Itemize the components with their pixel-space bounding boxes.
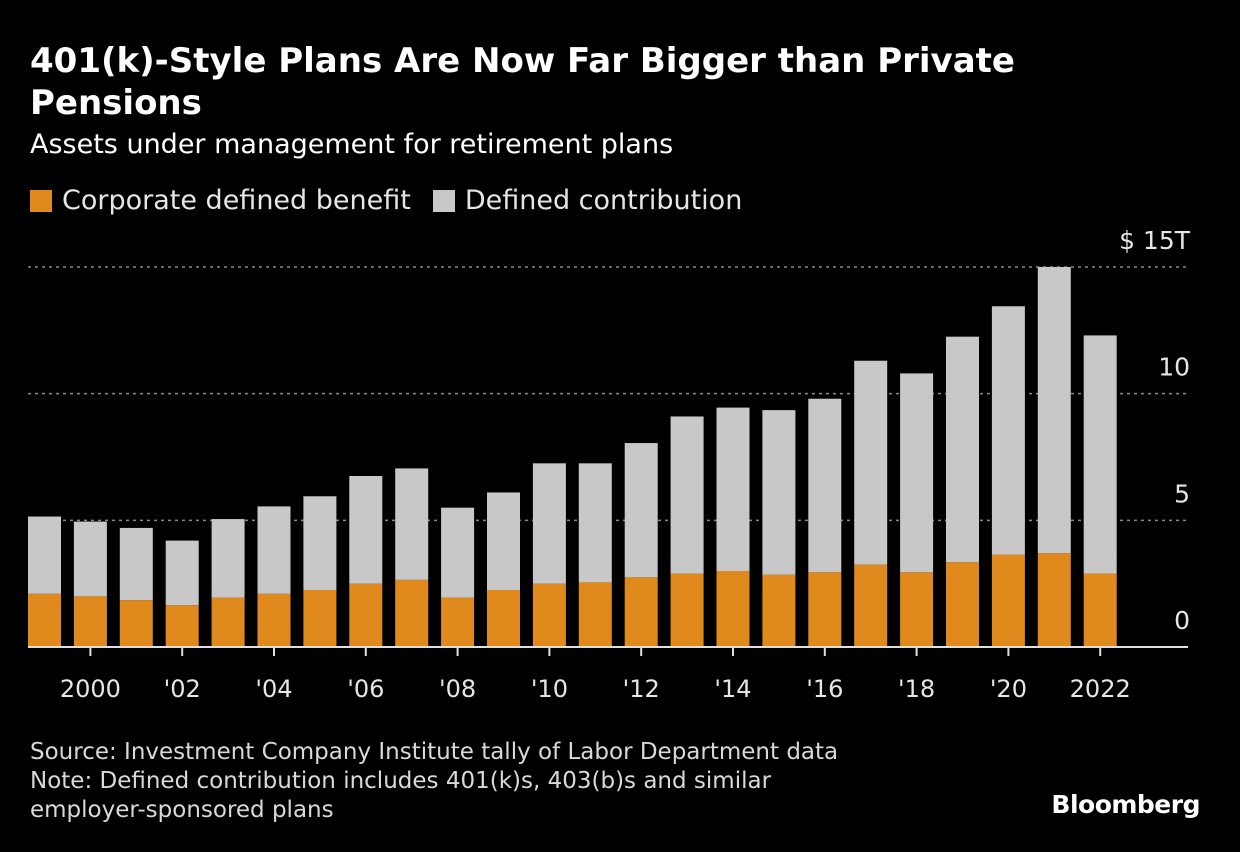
bar-defined-benefit-2017 xyxy=(854,564,888,647)
bar-defined-contribution-2005 xyxy=(303,496,337,590)
bar-defined-contribution-2020 xyxy=(991,306,1025,555)
bar-defined-contribution-2003 xyxy=(211,519,245,598)
bar-defined-benefit-2002 xyxy=(165,605,199,647)
legend-swatch-defined-benefit xyxy=(30,190,52,212)
bar-defined-benefit-2006 xyxy=(349,583,383,647)
bar-defined-contribution-2008 xyxy=(441,507,475,598)
bar-defined-benefit-2001 xyxy=(119,600,153,647)
legend-label-defined-benefit: Corporate defined benefit xyxy=(62,185,411,216)
bar-defined-benefit-2019 xyxy=(946,562,979,647)
bar-defined-contribution-2004 xyxy=(257,506,291,594)
bar-defined-benefit-2012 xyxy=(624,577,658,647)
bar-defined-benefit-2000 xyxy=(73,596,107,647)
bar-defined-benefit-2009 xyxy=(487,590,520,647)
x-tick-label-2018: '18 xyxy=(898,675,935,703)
bar-defined-contribution-2001 xyxy=(119,527,153,601)
bar-defined-benefit-2003 xyxy=(211,597,245,647)
bar-defined-benefit-2007 xyxy=(395,579,429,647)
bar-defined-contribution-2014 xyxy=(716,407,750,571)
bar-defined-contribution-2006 xyxy=(349,476,383,584)
x-tick-label-2012: '12 xyxy=(623,675,660,703)
x-tick-label-2022: 2022 xyxy=(1070,675,1131,703)
legend-swatch-defined-contribution xyxy=(432,190,455,212)
bar-defined-benefit-2004 xyxy=(257,593,291,647)
bar-defined-contribution-2011 xyxy=(578,463,612,583)
bar-defined-contribution-2015 xyxy=(762,410,796,575)
bar-defined-benefit-2018 xyxy=(900,572,934,647)
bar-defined-contribution-2000 xyxy=(73,521,107,597)
bar-defined-contribution-2019 xyxy=(946,336,979,563)
x-tick-label-2010: '10 xyxy=(531,675,568,703)
chart-title: 401(k)-Style Plans Are Now Far Bigger th… xyxy=(30,41,1015,123)
bar-defined-benefit-2015 xyxy=(762,574,796,647)
chart-subtitle: Assets under management for retirement p… xyxy=(30,129,674,160)
x-tick-label-2004: '04 xyxy=(255,675,292,703)
bar-defined-contribution-1999 xyxy=(28,516,61,594)
bar-defined-benefit-2005 xyxy=(303,590,337,647)
y-tick-label-15: $ 15T xyxy=(1119,226,1191,255)
x-tick-label-2000: 2000 xyxy=(60,675,121,703)
y-tick-label-0: 0 xyxy=(1174,606,1190,635)
bar-defined-contribution-2010 xyxy=(532,463,566,584)
y-tick-label-5: 5 xyxy=(1174,479,1190,508)
bar-defined-benefit-2021 xyxy=(1037,553,1071,647)
bar-defined-benefit-2011 xyxy=(578,582,612,647)
bar-defined-benefit-2016 xyxy=(808,572,842,647)
bar-defined-benefit-1999 xyxy=(28,593,61,647)
bar-defined-contribution-2021 xyxy=(1037,267,1071,554)
bar-defined-contribution-2013 xyxy=(670,416,704,574)
bar-defined-contribution-2012 xyxy=(624,443,658,578)
legend-item-defined-benefit: Corporate defined benefit xyxy=(30,184,411,218)
bar-defined-benefit-2008 xyxy=(441,597,475,647)
bar-defined-benefit-2014 xyxy=(716,571,750,647)
bar-defined-contribution-2017 xyxy=(854,360,888,565)
note-line-2: employer-sponsored plans xyxy=(30,797,334,823)
bar-defined-contribution-2002 xyxy=(165,540,199,606)
bar-defined-contribution-2018 xyxy=(900,373,934,573)
bar-defined-contribution-2016 xyxy=(808,398,842,573)
x-tick-label-2008: '08 xyxy=(439,675,476,703)
bloomberg-logo: Bloomberg xyxy=(1051,790,1200,819)
bar-defined-benefit-2013 xyxy=(670,573,704,647)
bar-defined-contribution-2009 xyxy=(487,492,520,590)
legend-item-defined-contribution: Defined contribution xyxy=(432,184,743,218)
note-line-1: Note: Defined contribution includes 401(… xyxy=(30,768,772,794)
bar-defined-benefit-2020 xyxy=(991,554,1025,647)
x-tick-label-2006: '06 xyxy=(347,675,384,703)
bar-defined-contribution-2022 xyxy=(1083,335,1117,574)
bar-defined-benefit-2010 xyxy=(532,583,566,647)
legend-label-defined-contribution: Defined contribution xyxy=(464,185,743,216)
legend: Corporate defined benefit Defined contri… xyxy=(30,184,764,218)
x-tick-label-2016: '16 xyxy=(806,675,843,703)
x-tick-label-2002: '02 xyxy=(164,675,201,703)
bar-defined-benefit-2022 xyxy=(1083,573,1117,647)
x-tick-label-2020: '20 xyxy=(990,675,1027,703)
source-note: Source: Investment Company Institute tal… xyxy=(30,739,839,765)
footer: Source: Investment Company Institute tal… xyxy=(30,738,1010,825)
bar-defined-contribution-2007 xyxy=(395,468,429,580)
x-tick-label-2014: '14 xyxy=(714,675,751,703)
y-tick-label-10: 10 xyxy=(1158,353,1190,382)
